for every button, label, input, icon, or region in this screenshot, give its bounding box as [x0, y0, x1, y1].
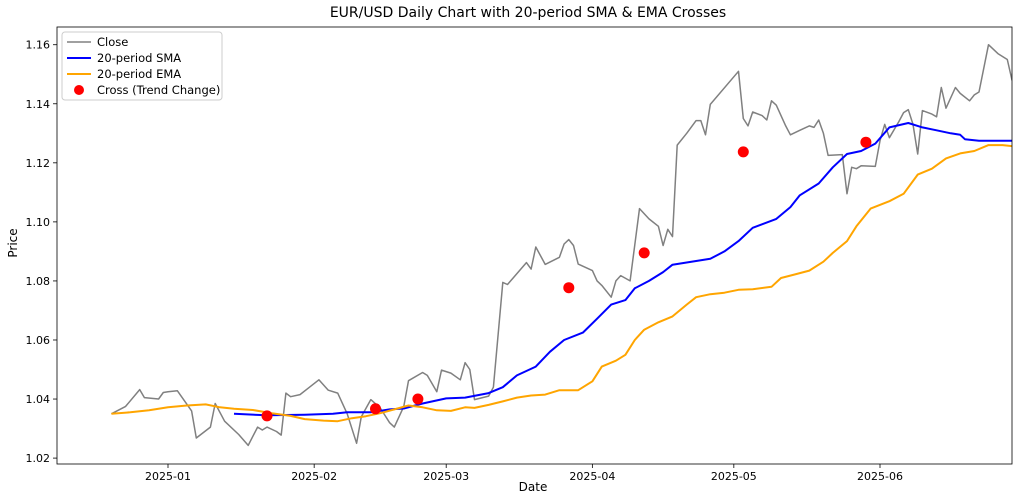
x-axis-label: Date — [519, 480, 548, 494]
y-axis-label: Price — [6, 228, 20, 257]
x-tick-label: 2025-05 — [711, 470, 757, 483]
y-tick-label: 1.04 — [26, 393, 51, 406]
y-tick-label: 1.14 — [26, 98, 51, 111]
x-tick-label: 2025-04 — [569, 470, 615, 483]
cross-marker — [370, 403, 381, 415]
legend: Close 20-period SMA 20-period EMA Cross (Tr… — [61, 31, 223, 101]
y-tick-label: 1.16 — [26, 39, 51, 52]
x-tick-label: 2025-01 — [145, 470, 191, 483]
chart-title: EUR/USD Daily Chart with 20-period SMA &… — [330, 5, 726, 21]
x-tick-label: 2025-02 — [291, 470, 337, 483]
legend-label: 20-period EMA — [97, 67, 181, 81]
y-tick-label: 1.12 — [26, 157, 51, 170]
legend-label: Cross (Trend Change) — [97, 83, 220, 97]
series-lines — [111, 43, 1012, 447]
cross-marker — [261, 410, 273, 422]
series-line-20-period-ema — [111, 144, 1012, 423]
legend-box — [61, 31, 223, 101]
cross-marker — [563, 282, 575, 294]
series-line-close — [111, 43, 1012, 447]
y-tick-label: 1.10 — [26, 216, 51, 229]
y-tick-label: 1.08 — [26, 275, 51, 288]
legend-label: Close — [97, 35, 128, 49]
y-tick-label: 1.06 — [26, 334, 51, 347]
legend-swatch — [74, 85, 84, 95]
x-tick-label: 2025-03 — [423, 470, 469, 483]
plot-area — [56, 26, 1013, 465]
cross-marker — [860, 136, 872, 148]
cross-marker — [412, 393, 424, 405]
plot-frame — [56, 26, 1013, 465]
y-tick-label: 1.02 — [26, 452, 51, 465]
cross-marker — [737, 146, 749, 158]
series-line-20-period-sma — [233, 122, 1012, 417]
cross-marker — [638, 247, 650, 259]
x-axis: 2025-01 2025-02 2025-03 2025-04 2025-05 2025-… — [145, 464, 903, 483]
y-axis: 1.02 1.04 1.06 1.08 1.10 1.12 1.14 1.16 — [26, 39, 57, 465]
x-tick-label: 2025-06 — [857, 470, 903, 483]
legend-label: 20-period SMA — [97, 51, 181, 65]
